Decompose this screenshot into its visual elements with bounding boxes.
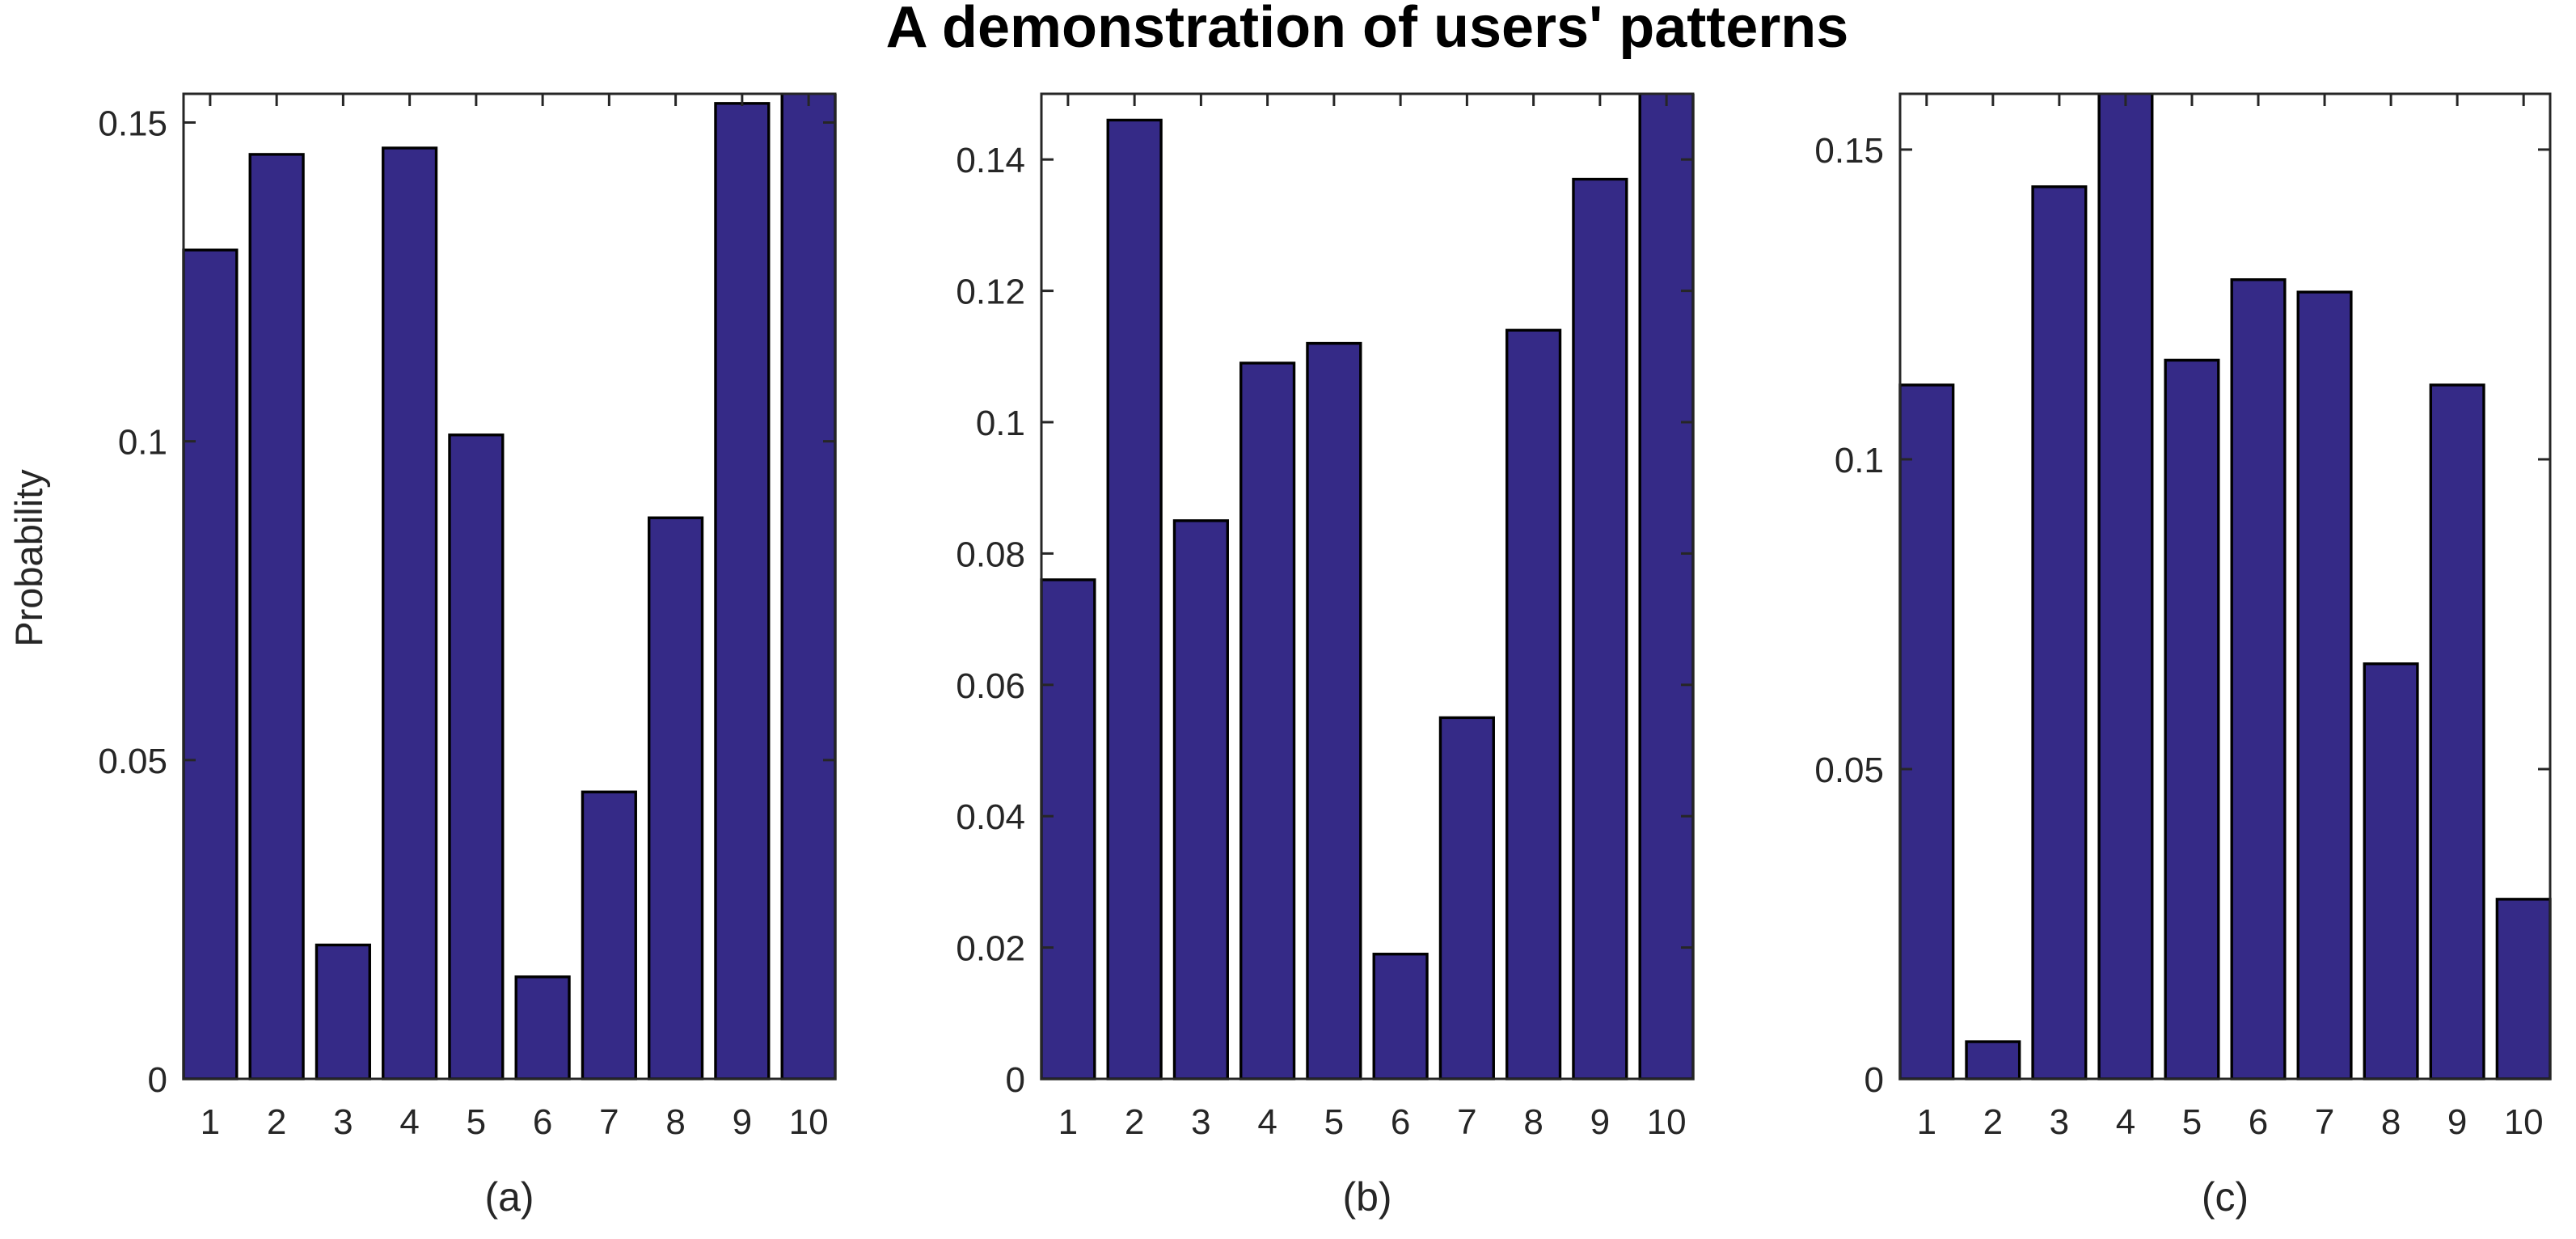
x-tick-label: 9 (1590, 1102, 1610, 1142)
x-tick-label: 7 (599, 1102, 619, 1142)
bar-b-7 (1438, 716, 1495, 1080)
x-tick-label: 10 (2504, 1102, 2544, 1142)
x-tick-label: 7 (1457, 1102, 1476, 1142)
x-tick-label: 3 (333, 1102, 353, 1142)
y-tick-label: 0.15 (1814, 131, 1884, 171)
x-tick-label: 8 (1523, 1102, 1543, 1142)
x-tick-label: 2 (1983, 1102, 2003, 1142)
bars-group-a (182, 94, 837, 1080)
bar-a-10 (780, 94, 837, 1080)
subplot-label-b: (b) (1342, 1174, 1391, 1220)
y-tick-label: 0.06 (956, 666, 1025, 706)
panel-c: 0 0.05 0.1 0.15 1 2 3 4 5 6 7 8 9 10 (c) (1814, 92, 2552, 1220)
x-tick-label: 4 (2116, 1102, 2135, 1142)
bars-group-c (1898, 94, 2552, 1080)
y-tick-label: 0.12 (956, 273, 1025, 312)
x-tick-label: 6 (533, 1102, 552, 1142)
bar-c-1 (1898, 383, 1955, 1080)
bar-b-9 (1572, 177, 1628, 1080)
x-tick-label: 5 (1324, 1102, 1344, 1142)
axes-box-c (1898, 92, 2552, 1080)
x-tick-label: 6 (2249, 1102, 2268, 1142)
x-tick-label: 10 (789, 1102, 829, 1142)
panel-a: 0 0.05 0.1 0.15 1 2 3 4 5 6 7 8 9 10 (a) (98, 92, 837, 1220)
subplot-label-c: (c) (2202, 1174, 2249, 1220)
bar-b-8 (1505, 328, 1562, 1080)
bar-a-3 (315, 943, 371, 1080)
bar-b-2 (1106, 118, 1163, 1080)
y-tick-label: 0.04 (956, 797, 1025, 837)
x-tick-label: 5 (467, 1102, 486, 1142)
x-tick-label: 4 (399, 1102, 419, 1142)
figure-title: A demonstration of users' patterns (886, 0, 1849, 60)
bar-a-5 (448, 433, 505, 1080)
bar-b-3 (1172, 519, 1229, 1080)
y-tick-label: 0 (1006, 1060, 1025, 1100)
panel-b: 0 0.02 0.04 0.06 0.08 0.1 0.12 0.14 1 2 3 4 5 6 7 8 9 10 (… (956, 92, 1695, 1220)
y-tick-label: 0 (1864, 1060, 1884, 1100)
y-tick-label: 0.14 (956, 141, 1025, 180)
bar-c-5 (2164, 358, 2220, 1080)
bar-b-1 (1040, 578, 1096, 1080)
bar-c-6 (2230, 278, 2287, 1080)
y-tick-label: 0.1 (118, 423, 167, 463)
bar-b-6 (1372, 953, 1429, 1080)
y-tick-label: 0.02 (956, 929, 1025, 969)
y-axis-label: Probability (7, 469, 50, 647)
bars-group-b (1040, 94, 1695, 1080)
bar-c-7 (2296, 290, 2353, 1080)
x-tick-label: 4 (1257, 1102, 1277, 1142)
x-tick-label: 8 (2381, 1102, 2401, 1142)
x-tick-label: 1 (201, 1102, 220, 1142)
bar-a-6 (514, 975, 571, 1080)
y-tick-label: 0.05 (1814, 751, 1884, 790)
x-tick-label: 10 (1647, 1102, 1687, 1142)
bar-a-1 (182, 248, 239, 1080)
x-tick-label: 3 (2050, 1102, 2069, 1142)
bar-a-4 (382, 146, 438, 1080)
bar-c-2 (1965, 1040, 2021, 1080)
bar-b-10 (1638, 94, 1695, 1080)
axes-box-b (1040, 92, 1695, 1080)
y-tick-label: 0.1 (976, 404, 1025, 443)
y-tick-label: 0.05 (98, 742, 167, 781)
y-tick-label: 0.08 (956, 535, 1025, 574)
bar-c-10 (2495, 898, 2552, 1080)
y-tick-label: 0 (148, 1060, 167, 1100)
x-tick-label: 5 (2182, 1102, 2202, 1142)
x-tick-label: 9 (733, 1102, 752, 1142)
bar-a-8 (648, 516, 704, 1080)
x-tick-label: 1 (1058, 1102, 1078, 1142)
bar-a-7 (581, 790, 637, 1080)
bar-b-5 (1306, 341, 1362, 1080)
subplots-group: 00.050.10.151 2 3 4 5 6 7 8 9 10(a)00.020.040.060… (98, 92, 2552, 1220)
bar-c-9 (2429, 383, 2485, 1080)
x-tick-label: 3 (1191, 1102, 1210, 1142)
bar-c-4 (2097, 94, 2154, 1080)
x-tick-label: 6 (1391, 1102, 1410, 1142)
subplot-label-a: (a) (484, 1174, 534, 1220)
bar-b-4 (1239, 362, 1296, 1080)
y-tick-label: 0.1 (1835, 441, 1884, 480)
bar-a-2 (248, 153, 305, 1080)
x-tick-label: 9 (2447, 1102, 2467, 1142)
x-tick-label: 2 (1125, 1102, 1144, 1142)
x-tick-label: 8 (665, 1102, 685, 1142)
axes-box-a (182, 92, 837, 1080)
y-tick-label: 0.15 (98, 104, 167, 143)
x-tick-label: 1 (1917, 1102, 1936, 1142)
bar-c-3 (2031, 185, 2088, 1080)
x-tick-label: 2 (267, 1102, 286, 1142)
x-tick-label: 7 (2315, 1102, 2334, 1142)
bar-c-8 (2363, 662, 2419, 1080)
bar-a-9 (714, 102, 771, 1080)
